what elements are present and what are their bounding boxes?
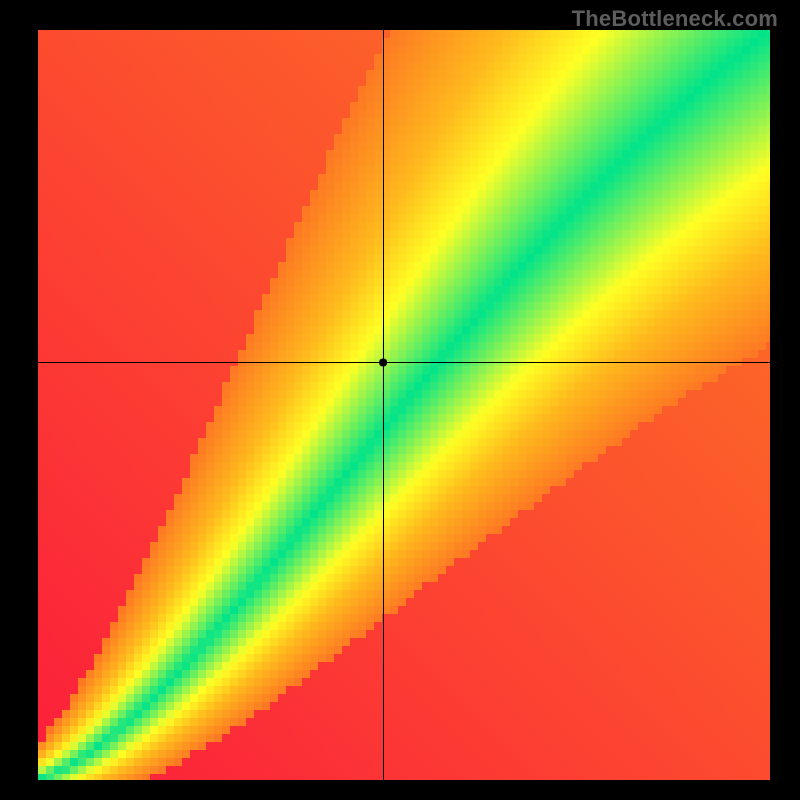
watermark-text: TheBottleneck.com (572, 6, 778, 32)
chart-container: TheBottleneck.com (0, 0, 800, 800)
bottleneck-heatmap (0, 0, 800, 800)
